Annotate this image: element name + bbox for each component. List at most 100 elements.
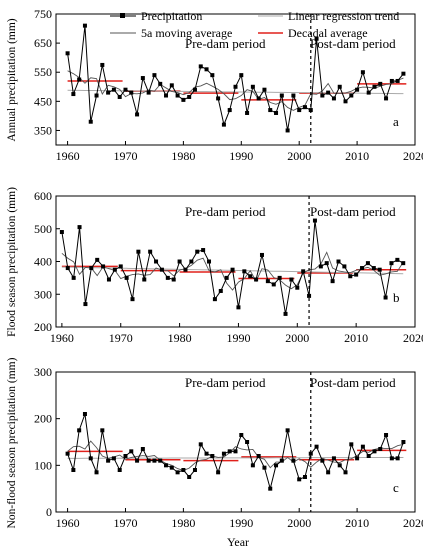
panel-c-point-2011: [360, 444, 365, 449]
panel-b-x-tick-label-2000: 2000: [285, 331, 309, 345]
panel-b-point-1995: [265, 279, 270, 284]
panel-a-y-tick-label-350: 350: [34, 123, 52, 137]
panel-c-x-tick-label-1980: 1980: [171, 516, 195, 530]
panel-a-x-tick-label-2000: 2000: [287, 149, 311, 163]
panel-a-point-1974: [146, 90, 151, 95]
panel-c-point-1985: [210, 454, 215, 458]
panel-c-x-tick-label-1990: 1990: [229, 516, 253, 530]
panel-c-point-1983: [198, 442, 203, 447]
panel-c-point-1972: [135, 458, 140, 463]
panel-c-point-2003: [314, 444, 319, 449]
panel-c-point-1989: [233, 449, 238, 454]
panel-a-point-1963: [82, 23, 87, 28]
panel-c-point-2008: [343, 470, 348, 475]
panel-b-x-tick-label-1980: 1980: [168, 331, 192, 345]
panel-a-moving-average-group: [67, 70, 404, 111]
panel-a-point-2017: [395, 78, 400, 83]
panel-a-point-2016: [389, 78, 394, 83]
panel-c-point-2006: [331, 456, 336, 461]
panel-c-point-1964: [88, 456, 93, 461]
panel-b-point-2014: [377, 267, 382, 272]
panel-c-y-axis-title: Non-flood season precipitation (mm): [6, 357, 18, 528]
panel-c-point-2005: [326, 470, 331, 475]
panel-a-pre-dam-label: Pre-dam period: [185, 36, 266, 51]
panel-b-axes-group: 200 300 400 500 600 1960 1970 1980 1990 2000 2010 2…: [34, 189, 423, 345]
panel-c-point-1996: [274, 463, 279, 468]
panel-c-point-1974: [146, 458, 151, 463]
panel-a-point-2012: [366, 90, 371, 95]
panel-a-point-1990: [239, 73, 244, 78]
panel-c-point-1986: [216, 470, 221, 475]
panel-c-point-1981: [187, 475, 192, 479]
panel-a-point-1962: [77, 77, 82, 82]
panel-c-point-1993: [256, 454, 261, 458]
legend-decadal-average-label: Decadal average: [288, 26, 368, 40]
panel-b-moving-average-line: [61, 251, 404, 291]
panel-b-point-1979: [171, 277, 176, 282]
panel-b-point-1964: [83, 302, 88, 307]
panel-b-point-1960: [59, 230, 64, 235]
panel-a-y-tick-label-750: 750: [34, 7, 52, 21]
legend-item-moving-average: 5a moving average: [110, 26, 232, 40]
panel-b-point-2004: [318, 264, 323, 269]
panel-b-point-1996: [271, 282, 276, 287]
panel-b-point-1973: [136, 249, 141, 254]
panel-b-point-2011: [360, 266, 365, 271]
panel-a-point-1977: [164, 93, 169, 98]
panel-a-point-1988: [227, 108, 232, 113]
panel-a-point-1985: [210, 73, 215, 78]
panel-b-point-1986: [212, 297, 217, 302]
panel-c-point-1971: [129, 449, 134, 454]
panel-b-post-dam-label: Post-dam period: [310, 204, 396, 219]
panel-b-point-2008: [342, 264, 347, 269]
panel-b-x-tick-label-1970: 1970: [109, 331, 133, 345]
panel-c-point-1966: [100, 428, 105, 433]
panel-b-point-1993: [254, 277, 259, 282]
panel-c-point-1997: [279, 458, 284, 463]
panel-a-point-1964: [88, 119, 93, 124]
panel-c-pre-dam-label: Pre-dam period: [185, 375, 266, 390]
panel-b-y-tick-label-300: 300: [34, 287, 52, 301]
panel-b-point-2009: [348, 274, 353, 279]
panel-a-x-tick-label-1960: 1960: [56, 149, 80, 163]
panel-a-point-2015: [384, 96, 389, 101]
panel-b-y-tick-label-600: 600: [34, 189, 52, 203]
panel-c-point-1968: [111, 456, 116, 461]
legend-item-decadal-average: Decadal average: [258, 26, 368, 40]
panel-a-point-2003: [314, 36, 319, 41]
panel-a-point-1961: [71, 92, 76, 97]
panel-b-point-1972: [130, 297, 135, 302]
legend-item-linear-trend: Linear regression trend: [258, 9, 399, 23]
panel-b-flood-season: 200 300 400 500 600 1960 1970 1980 1990 2000 2010 2…: [6, 187, 423, 345]
panel-a-point-1986: [216, 96, 221, 101]
panel-a-point-1965: [94, 93, 99, 98]
legend-precipitation-marker: [120, 13, 125, 18]
legend: Precipitation 5a moving average Linear r…: [110, 9, 399, 40]
panel-c-point-1982: [192, 468, 197, 472]
legend-linear-trend-label: Linear regression trend: [288, 9, 399, 23]
panel-b-point-2001: [301, 269, 306, 274]
panel-b-point-1988: [224, 275, 229, 280]
panel-b-precipitation-line: [61, 220, 404, 314]
panel-c-y-tick-label-0: 0: [46, 505, 52, 519]
panel-b-point-1987: [218, 288, 223, 293]
panel-c-frame: [55, 371, 416, 513]
legend-precipitation-label: Precipitation: [141, 9, 202, 23]
panel-b-point-2012: [365, 261, 370, 266]
panel-b-point-1985: [207, 259, 212, 264]
panel-b-point-1998: [283, 311, 288, 316]
panel-b-moving-average-group: [61, 251, 404, 291]
panel-c-point-1962: [77, 428, 82, 433]
panel-b-point-1999: [289, 277, 294, 282]
panel-a-point-1976: [158, 81, 163, 86]
panel-a-point-2005: [326, 90, 331, 95]
panel-b-x-tick-label-2020: 2020: [403, 331, 423, 345]
panel-a-point-1987: [221, 122, 226, 127]
panel-a-point-1975: [152, 73, 157, 78]
panel-c-point-1963: [82, 412, 87, 416]
panel-a-point-2000: [297, 108, 302, 113]
panel-c-point-2013: [372, 449, 377, 454]
x-axis-title: Year: [227, 535, 249, 549]
panel-a-point-2013: [372, 84, 377, 89]
